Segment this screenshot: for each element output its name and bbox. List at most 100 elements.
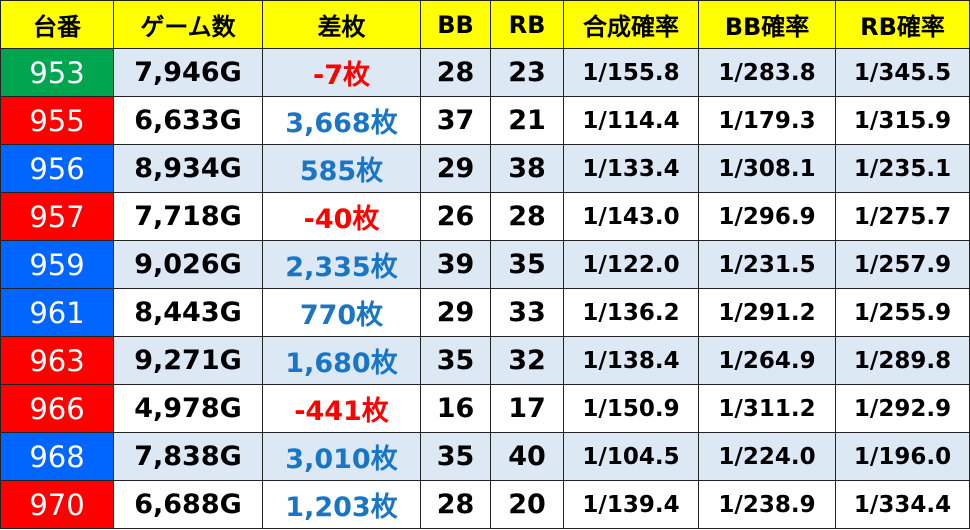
- combined-rate: 1/155.8: [563, 48, 699, 97]
- rb-count: 28: [490, 192, 564, 241]
- rb-rate: 1/196.0: [835, 432, 970, 481]
- rb-rate: 1/334.4: [835, 480, 970, 529]
- coin-difference: 3,010枚: [262, 432, 421, 481]
- bb-count: 26: [420, 192, 491, 241]
- bb-count: 16: [420, 384, 491, 433]
- rb-rate: 1/289.8: [835, 336, 970, 385]
- rb-rate: 1/255.9: [835, 288, 970, 337]
- table-row: 970 6,688G 1,203枚 28 20 1/139.4 1/238.9 1/334.4: [0, 480, 970, 529]
- machine-number: 953: [0, 48, 114, 97]
- rb-count: 17: [490, 384, 564, 433]
- bb-rate: 1/231.5: [698, 240, 836, 289]
- rb-count: 33: [490, 288, 564, 337]
- bb-count: 35: [420, 336, 491, 385]
- rb-rate: 1/275.7: [835, 192, 970, 241]
- bb-count: 29: [420, 144, 491, 193]
- bb-count: 35: [420, 432, 491, 481]
- bb-rate: 1/296.9: [698, 192, 836, 241]
- machine-number: 961: [0, 288, 114, 337]
- rb-count: 35: [490, 240, 564, 289]
- table-row: 966 4,978G -441枚 16 17 1/150.9 1/311.2 1/292.9: [0, 384, 970, 433]
- rb-rate: 1/345.5: [835, 48, 970, 97]
- combined-rate: 1/143.0: [563, 192, 699, 241]
- combined-rate: 1/114.4: [563, 96, 699, 145]
- bb-count: 29: [420, 288, 491, 337]
- combined-rate: 1/122.0: [563, 240, 699, 289]
- table-row: 959 9,026G 2,335枚 39 35 1/122.0 1/231.5 1/257.9: [0, 240, 970, 289]
- header-machine: 台番: [0, 0, 114, 49]
- rb-count: 32: [490, 336, 564, 385]
- game-count: 8,934G: [113, 144, 263, 193]
- game-count: 6,688G: [113, 480, 263, 529]
- machine-number: 959: [0, 240, 114, 289]
- coin-difference: -7枚: [262, 48, 421, 97]
- header-rb: RB: [490, 0, 564, 49]
- game-count: 7,718G: [113, 192, 263, 241]
- table-row: 957 7,718G -40枚 26 28 1/143.0 1/296.9 1/275.7: [0, 192, 970, 241]
- header-bb-rate: BB確率: [698, 0, 836, 49]
- combined-rate: 1/104.5: [563, 432, 699, 481]
- bb-rate: 1/308.1: [698, 144, 836, 193]
- bb-rate: 1/291.2: [698, 288, 836, 337]
- header-games: ゲーム数: [113, 0, 263, 49]
- machine-number: 957: [0, 192, 114, 241]
- combined-rate: 1/133.4: [563, 144, 699, 193]
- bb-rate: 1/283.8: [698, 48, 836, 97]
- bb-rate: 1/238.9: [698, 480, 836, 529]
- machine-number: 956: [0, 144, 114, 193]
- coin-difference: 1,203枚: [262, 480, 421, 529]
- combined-rate: 1/139.4: [563, 480, 699, 529]
- machine-number: 968: [0, 432, 114, 481]
- game-count: 4,978G: [113, 384, 263, 433]
- bb-count: 37: [420, 96, 491, 145]
- combined-rate: 1/136.2: [563, 288, 699, 337]
- coin-difference: -40枚: [262, 192, 421, 241]
- machine-number: 966: [0, 384, 114, 433]
- combined-rate: 1/150.9: [563, 384, 699, 433]
- rb-rate: 1/257.9: [835, 240, 970, 289]
- bb-rate: 1/311.2: [698, 384, 836, 433]
- game-count: 9,271G: [113, 336, 263, 385]
- header-diff: 差枚: [262, 0, 421, 49]
- table-row: 953 7,946G -7枚 28 23 1/155.8 1/283.8 1/345.5: [0, 48, 970, 97]
- combined-rate: 1/138.4: [563, 336, 699, 385]
- rb-count: 40: [490, 432, 564, 481]
- coin-difference: 585枚: [262, 144, 421, 193]
- rb-rate: 1/315.9: [835, 96, 970, 145]
- coin-difference: 2,335枚: [262, 240, 421, 289]
- bb-count: 39: [420, 240, 491, 289]
- game-count: 7,838G: [113, 432, 263, 481]
- rb-rate: 1/292.9: [835, 384, 970, 433]
- header-combined-rate: 合成確率: [563, 0, 699, 49]
- table-row: 963 9,271G 1,680枚 35 32 1/138.4 1/264.9 1/289.8: [0, 336, 970, 385]
- bb-rate: 1/264.9: [698, 336, 836, 385]
- coin-difference: 1,680枚: [262, 336, 421, 385]
- header-bb: BB: [420, 0, 491, 49]
- game-count: 6,633G: [113, 96, 263, 145]
- game-count: 8,443G: [113, 288, 263, 337]
- header-rb-rate: RB確率: [835, 0, 970, 49]
- table-row: 968 7,838G 3,010枚 35 40 1/104.5 1/224.0 1/196.0: [0, 432, 970, 481]
- game-count: 9,026G: [113, 240, 263, 289]
- table-row: 956 8,934G 585枚 29 38 1/133.4 1/308.1 1/235.1: [0, 144, 970, 193]
- game-count: 7,946G: [113, 48, 263, 97]
- coin-difference: 3,668枚: [262, 96, 421, 145]
- coin-difference: 770枚: [262, 288, 421, 337]
- table-row: 961 8,443G 770枚 29 33 1/136.2 1/291.2 1/255.9: [0, 288, 970, 337]
- bb-count: 28: [420, 480, 491, 529]
- header-row: 台番 ゲーム数 差枚 BB RB 合成確率 BB確率 RB確率: [0, 0, 970, 49]
- rb-rate: 1/235.1: [835, 144, 970, 193]
- rb-count: 23: [490, 48, 564, 97]
- coin-difference: -441枚: [262, 384, 421, 433]
- bb-rate: 1/179.3: [698, 96, 836, 145]
- rb-count: 38: [490, 144, 564, 193]
- table-row: 955 6,633G 3,668枚 37 21 1/114.4 1/179.3 1/315.9: [0, 96, 970, 145]
- machine-number: 970: [0, 480, 114, 529]
- machine-number: 963: [0, 336, 114, 385]
- rb-count: 20: [490, 480, 564, 529]
- bb-rate: 1/224.0: [698, 432, 836, 481]
- rb-count: 21: [490, 96, 564, 145]
- bb-count: 28: [420, 48, 491, 97]
- machine-number: 955: [0, 96, 114, 145]
